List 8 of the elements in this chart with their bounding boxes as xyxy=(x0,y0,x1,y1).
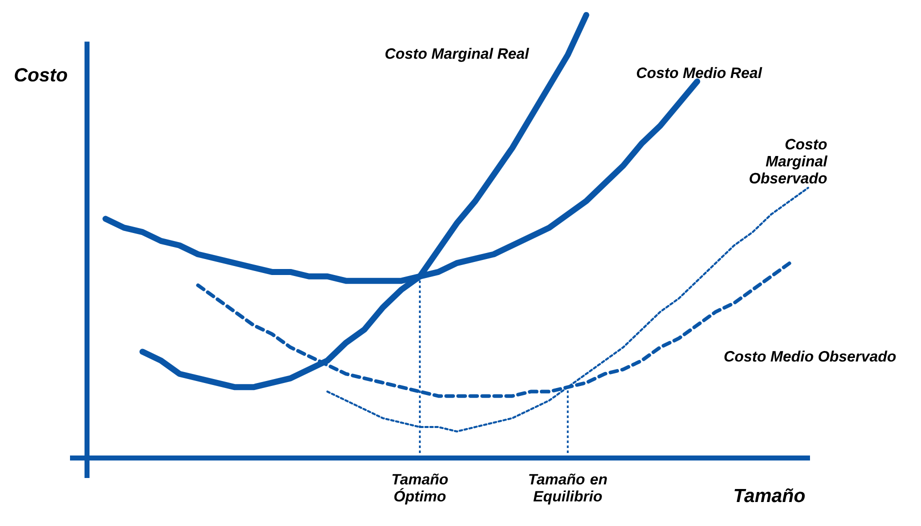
text: Costo Medio Observado xyxy=(724,350,896,362)
series-label: Costo Marginal Observado xyxy=(750,138,828,184)
y-axis-title: Costo xyxy=(14,68,68,82)
series-label: Costo Medio Real xyxy=(636,67,762,78)
series-label: Costo Marginal Real xyxy=(385,48,530,62)
x-tick-label: Tamaño Óptimo xyxy=(392,474,448,504)
x-axis-title: Tamaño xyxy=(734,488,805,502)
x-tick-label: Tamaño en Equilibrio xyxy=(529,474,607,504)
